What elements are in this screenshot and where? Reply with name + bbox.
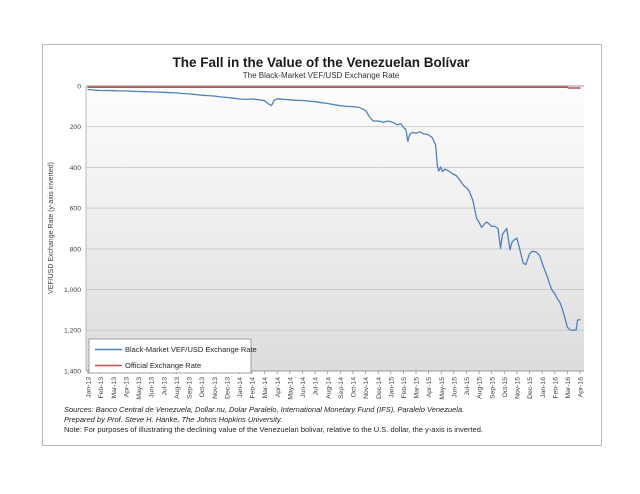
- svg-text:Nov-14: Nov-14: [363, 377, 370, 399]
- svg-text:Mar-14: Mar-14: [262, 377, 269, 399]
- svg-text:Mar-13: Mar-13: [111, 377, 118, 399]
- svg-text:Feb-14: Feb-14: [250, 377, 257, 399]
- svg-text:1,400: 1,400: [64, 368, 81, 375]
- svg-text:Apr-15: Apr-15: [426, 377, 433, 398]
- svg-text:Sep-13: Sep-13: [187, 377, 194, 399]
- svg-text:Apr-14: Apr-14: [275, 377, 282, 398]
- legend-box: [88, 338, 252, 374]
- svg-text:Jul-13: Jul-13: [161, 377, 168, 396]
- svg-text:Feb-15: Feb-15: [401, 377, 408, 399]
- legend: Black-Market VEF/USD Exchange Rate Offic…: [88, 338, 257, 374]
- svg-text:Jan-13: Jan-13: [86, 377, 93, 398]
- svg-text:Dec-15: Dec-15: [527, 377, 534, 399]
- chart-title: The Fall in the Value of the Venezuelan …: [172, 55, 470, 70]
- svg-text:May-14: May-14: [287, 377, 294, 400]
- x-axis-tick-labels: Jan-13 Feb-13 Mar-13 Apr-13 May-13 Jun-13 Jul-…: [86, 377, 585, 400]
- svg-text:Aug-15: Aug-15: [477, 377, 484, 399]
- svg-text:800: 800: [70, 246, 82, 253]
- plot-area: [86, 86, 584, 371]
- svg-text:Feb-13: Feb-13: [98, 377, 105, 399]
- svg-text:Jun-15: Jun-15: [451, 377, 458, 398]
- chart-footnotes: Sources: Banco Central de Venezuela, Dol…: [64, 405, 589, 435]
- svg-text:Oct-13: Oct-13: [199, 377, 206, 398]
- svg-text:200: 200: [70, 124, 82, 131]
- exchange-rate-chart: The Fall in the Value of the Venezuelan …: [48, 55, 585, 400]
- svg-text:Nov-13: Nov-13: [212, 377, 219, 399]
- legend-label-black-market: Black-Market VEF/USD Exchange Rate: [125, 345, 257, 354]
- sources-note: Sources: Banco Central de Venezuela, Dol…: [64, 405, 465, 414]
- svg-text:May-15: May-15: [439, 377, 446, 400]
- y-axis-title: VEF/USD Exchange Rate (y-axis inverted): [48, 162, 55, 294]
- svg-text:Dec-14: Dec-14: [376, 377, 383, 399]
- svg-text:Sep-15: Sep-15: [489, 377, 496, 399]
- svg-text:Jan-15: Jan-15: [388, 377, 395, 398]
- inverted-axis-note: Note: For purposes of illustrating the d…: [64, 425, 483, 434]
- svg-text:Oct-14: Oct-14: [351, 377, 358, 398]
- chart-subtitle: The Black-Market VEF/USD Exchange Rate: [243, 71, 400, 80]
- svg-text:May-13: May-13: [136, 377, 143, 400]
- svg-text:Dec-13: Dec-13: [224, 377, 231, 399]
- svg-text:600: 600: [70, 206, 82, 213]
- legend-line-samples: [95, 348, 122, 367]
- svg-text:Apr-13: Apr-13: [123, 377, 130, 398]
- svg-text:Feb-16: Feb-16: [552, 377, 559, 399]
- svg-text:Jun-14: Jun-14: [300, 377, 307, 398]
- svg-text:Oct-15: Oct-15: [502, 377, 509, 398]
- data-series-lines: [87, 86, 581, 331]
- svg-text:Nov-15: Nov-15: [515, 377, 522, 399]
- svg-text:1,000: 1,000: [64, 287, 81, 294]
- svg-text:Jan-16: Jan-16: [540, 377, 547, 398]
- svg-text:Mar-16: Mar-16: [565, 377, 572, 399]
- y-axis-tick-labels: 0 200 400 600 800 1,000 1,200 1,400: [64, 83, 81, 375]
- svg-text:Aug-14: Aug-14: [325, 377, 332, 399]
- svg-text:Jan-14: Jan-14: [237, 377, 244, 398]
- legend-label-official: Official Exchange Rate: [125, 361, 201, 370]
- svg-text:Jun-13: Jun-13: [149, 377, 156, 398]
- svg-text:400: 400: [70, 165, 82, 172]
- svg-text:1,200: 1,200: [64, 328, 81, 335]
- svg-text:Jul-15: Jul-15: [464, 377, 471, 396]
- svg-text:Aug-13: Aug-13: [174, 377, 181, 399]
- svg-text:Sep-14: Sep-14: [338, 377, 345, 399]
- gridlines: [85, 85, 584, 372]
- chart-frame: The Fall in the Value of the Venezuelan …: [42, 44, 602, 446]
- prepared-by-note: Prepared by Prof. Steve H. Hanke, The Jo…: [64, 415, 283, 424]
- svg-text:Jul-14: Jul-14: [313, 377, 320, 396]
- svg-text:Apr-16: Apr-16: [578, 377, 585, 398]
- svg-text:Mar-15: Mar-15: [414, 377, 421, 399]
- svg-text:0: 0: [77, 83, 81, 90]
